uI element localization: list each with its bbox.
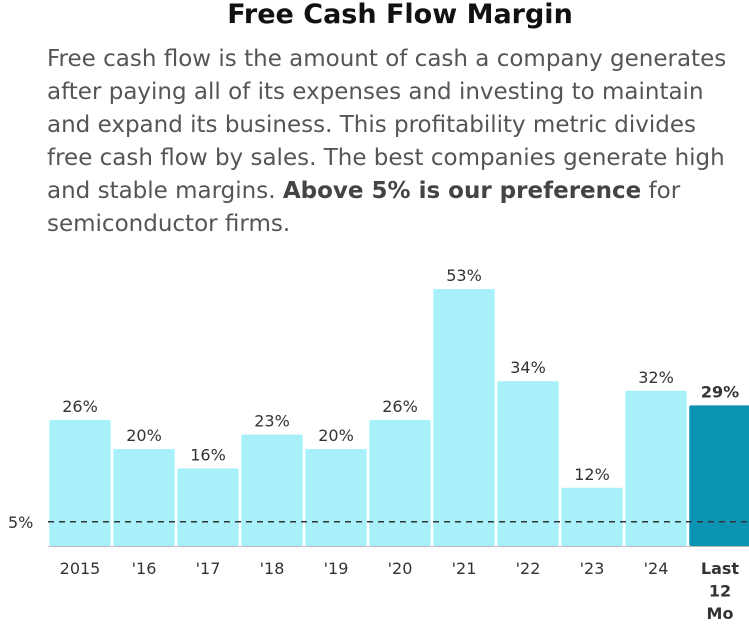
bar-24	[625, 390, 687, 546]
x-tick-label: '16	[132, 559, 157, 578]
bar-16	[113, 449, 175, 546]
x-tick-label: '18	[260, 559, 285, 578]
x-tick-label: '21	[452, 559, 477, 578]
x-tick-label: '24	[644, 559, 669, 578]
x-tick-label: Last	[701, 559, 740, 578]
bar-value-label: 23%	[254, 411, 290, 430]
description-text-end: for semiconductor firms.	[47, 178, 681, 237]
bar-19	[305, 449, 367, 546]
chart-description: Free cash flow is the amount of cash a c…	[47, 43, 737, 241]
bar-18	[241, 434, 303, 546]
bar-last12mo	[689, 405, 749, 546]
bar-value-label: 20%	[126, 426, 162, 445]
bar-20	[369, 419, 431, 546]
bar-value-label: 16%	[190, 445, 226, 464]
bar-value-label: 20%	[318, 426, 354, 445]
bar-value-label: 12%	[574, 465, 610, 484]
x-tick-label: '23	[580, 559, 605, 578]
x-tick-label: '20	[388, 559, 413, 578]
x-tick-label: Mo	[707, 604, 734, 623]
bar-21	[433, 288, 495, 546]
bar-23	[561, 487, 623, 546]
bar-value-label: 26%	[62, 397, 98, 416]
chart-title: Free Cash Flow Margin	[227, 0, 573, 30]
x-tick-label: '22	[516, 559, 541, 578]
x-tick-label: 2015	[60, 559, 101, 578]
x-tick-label: '19	[324, 559, 349, 578]
x-tick-label: 12	[709, 582, 731, 601]
bar-value-label: 29%	[701, 382, 739, 401]
description-text: Free cash flow is the amount of cash a c…	[47, 46, 727, 204]
bar-value-label: 26%	[382, 397, 418, 416]
bar-17	[177, 468, 239, 546]
bar-value-label: 32%	[638, 368, 674, 387]
bar-22	[497, 381, 559, 546]
bar-2015	[49, 419, 111, 546]
bar-value-label: 53%	[446, 266, 482, 285]
description-emphasis: Above 5% is our preference	[282, 178, 642, 204]
x-tick-label: '17	[196, 559, 221, 578]
reference-line-label: 5%	[8, 513, 33, 532]
bar-value-label: 34%	[510, 358, 546, 377]
